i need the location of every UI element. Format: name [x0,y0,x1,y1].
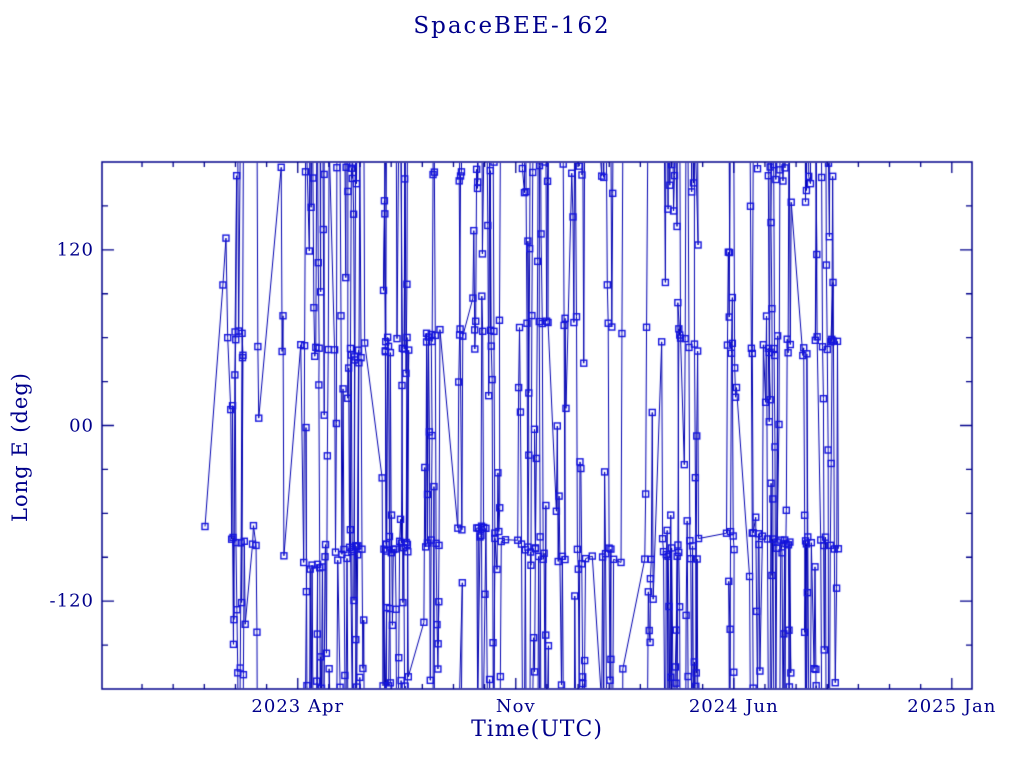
chart-title: SpaceBEE-162 [413,13,611,39]
y-tick-label: -120 [49,590,94,612]
x-tick-label: Nov [495,696,536,717]
x-tick-label: 2024 Jun [688,696,779,717]
x-tick-label: 2023 Apr [251,696,345,717]
y-axis-title: Long E (deg) [8,372,32,522]
y-tick-label: 120 [56,239,94,261]
y-tick-label: 00 [69,415,94,436]
x-tick-label: 2025 Jan [907,696,997,717]
x-axis-title: Time(UTC) [471,717,603,742]
